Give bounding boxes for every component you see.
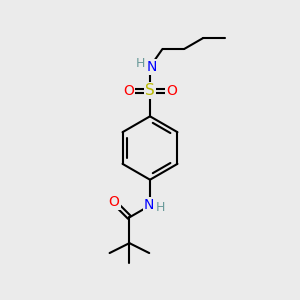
Text: N: N — [144, 199, 154, 212]
Text: H: H — [156, 201, 166, 214]
Text: H: H — [135, 57, 145, 70]
Text: N: N — [147, 60, 157, 74]
Text: O: O — [109, 195, 119, 209]
Text: O: O — [167, 84, 177, 98]
Text: O: O — [123, 84, 134, 98]
Text: S: S — [145, 83, 155, 98]
